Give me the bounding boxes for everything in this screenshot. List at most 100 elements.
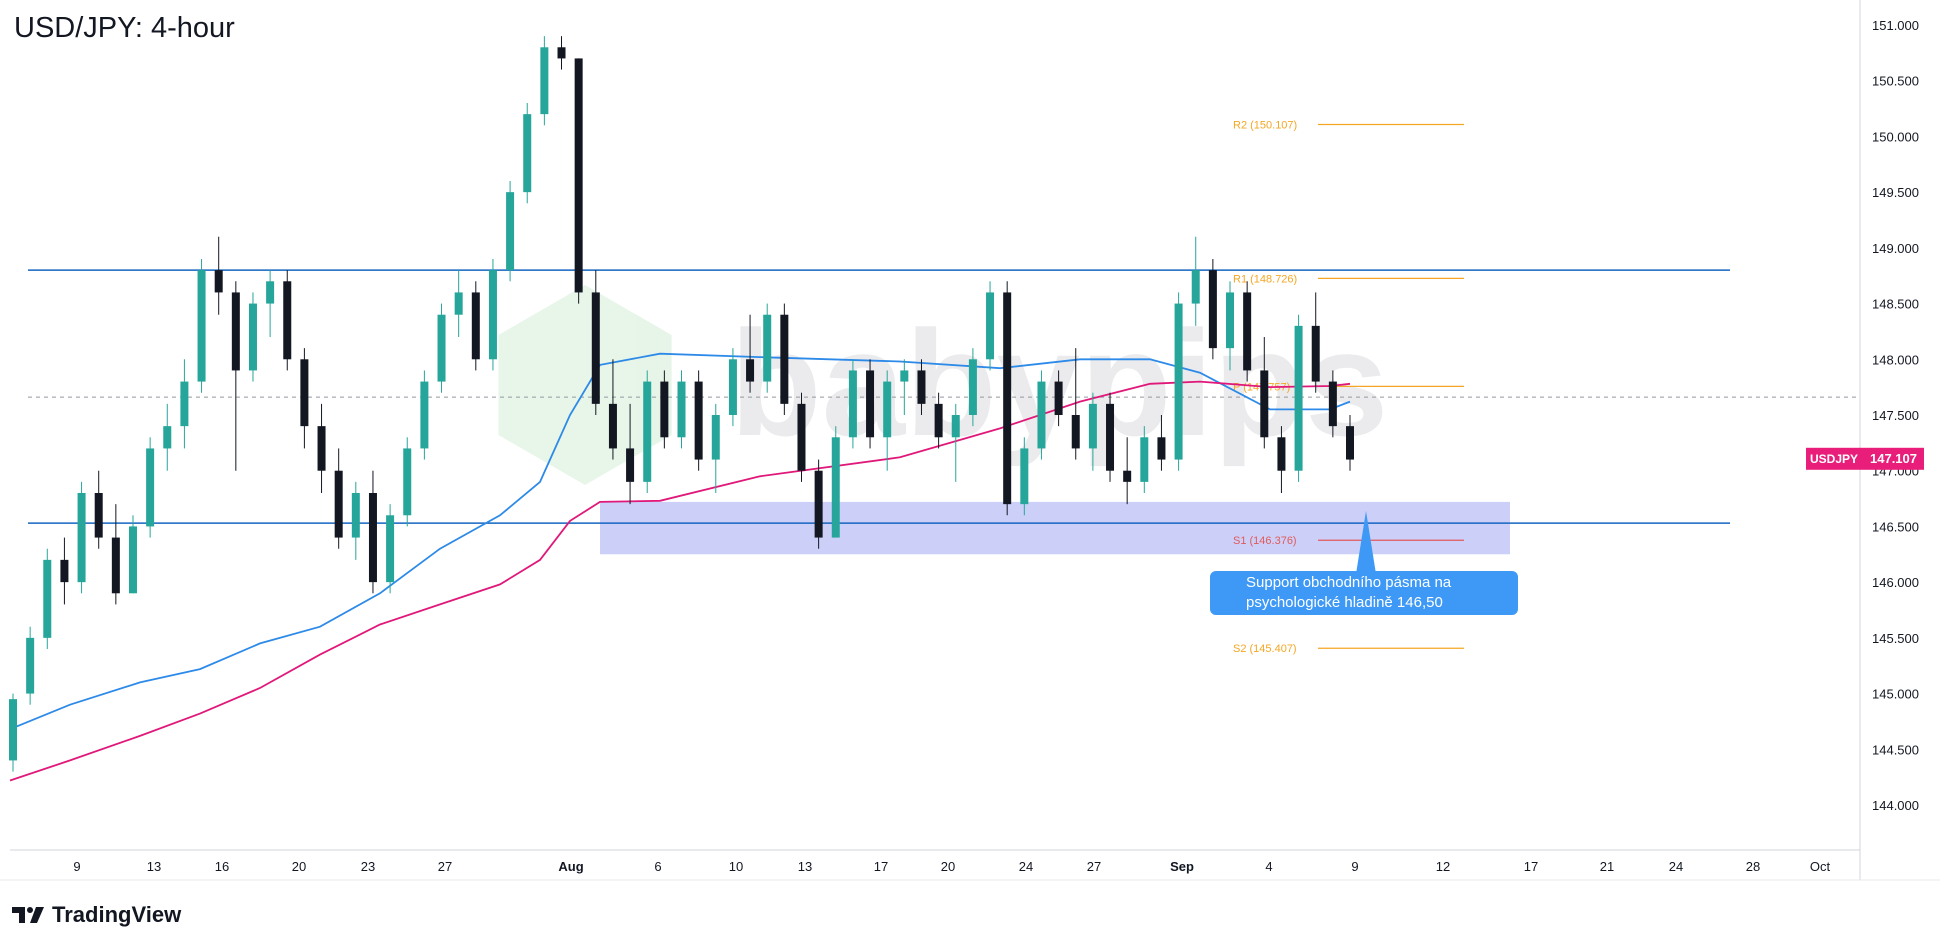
candle-body	[437, 314, 446, 382]
candle-body	[351, 493, 360, 538]
candle-body	[591, 292, 600, 404]
candle-body	[626, 448, 635, 482]
time-tick-label: 12	[1436, 859, 1450, 874]
candle-body	[1106, 403, 1115, 471]
candle-body	[1294, 325, 1303, 471]
candle-body	[1191, 270, 1200, 304]
candles-group	[9, 36, 1354, 772]
price-tick-label: 149.000	[1872, 241, 1919, 256]
price-tick-label: 149.500	[1872, 185, 1919, 200]
candle-body	[231, 292, 240, 371]
candle-body	[814, 470, 823, 538]
candle-body	[1157, 437, 1166, 460]
candle-body	[180, 381, 189, 427]
candle-body	[488, 270, 497, 360]
time-tick-label: 28	[1746, 859, 1760, 874]
time-tick-label: 20	[941, 859, 955, 874]
tradingview-logo-icon	[12, 907, 44, 923]
time-tick-label: 27	[1087, 859, 1101, 874]
symbol-badge	[1806, 447, 1862, 470]
pivot-label-3: S1 (146.376)	[1233, 535, 1297, 547]
price-badge-label: 147.107	[1870, 451, 1917, 466]
time-tick-label: 24	[1019, 859, 1033, 874]
candle-body	[1020, 448, 1029, 505]
candle-body	[728, 359, 737, 415]
candle-body	[1328, 381, 1337, 427]
candle-body	[248, 303, 257, 371]
callout-text: Support obchodního pásma na psychologick…	[1246, 574, 1452, 611]
candle-body	[557, 47, 566, 59]
candle-body	[128, 526, 137, 594]
candle-body	[471, 292, 480, 360]
candle-body	[111, 537, 120, 594]
candle-body	[746, 359, 755, 382]
support-callout: Support obchodního pásma na psychologick…	[1210, 571, 1518, 615]
support-zone	[600, 501, 1510, 555]
watermark-hex-icon	[498, 285, 672, 485]
time-tick-label: 13	[147, 859, 161, 874]
pivot-label-1: R1 (148.726)	[1233, 273, 1297, 285]
candle-body	[797, 403, 806, 471]
price-tick-label: 150.500	[1872, 74, 1919, 89]
candle-body	[1243, 292, 1252, 371]
candle-body	[386, 515, 395, 583]
candle-body	[883, 381, 892, 438]
candle-body	[1311, 325, 1320, 382]
price-tick-label: 151.000	[1872, 18, 1919, 33]
candle-body	[317, 426, 326, 471]
candle-body	[523, 114, 532, 193]
time-tick-label: 4	[1265, 859, 1272, 874]
candle-body	[986, 292, 995, 360]
candle-body	[574, 58, 583, 293]
price-tick-label: 145.000	[1872, 687, 1919, 702]
time-tick-label: 17	[1524, 859, 1538, 874]
candle-body	[643, 381, 652, 482]
time-tick-label: Aug	[558, 859, 583, 874]
time-tick-label: 21	[1600, 859, 1614, 874]
time-tick-label: 17	[874, 859, 888, 874]
candle-body	[214, 270, 223, 293]
candle-body	[917, 370, 926, 404]
tradingview-brand-text: TradingView	[52, 902, 182, 927]
candle-body	[540, 47, 549, 115]
time-tick-label: 16	[215, 859, 229, 874]
candle-body	[934, 403, 943, 438]
price-tick-label: 145.500	[1872, 631, 1919, 646]
chart-title: USD/JPY: 4-hour	[14, 12, 235, 44]
price-tick-label: 148.500	[1872, 297, 1919, 312]
tradingview-logo[interactable]: TradingView	[12, 900, 181, 930]
candle-body	[9, 699, 17, 761]
candle-body	[831, 437, 840, 538]
price-tick-label: 144.500	[1872, 742, 1919, 757]
candle-body	[866, 370, 875, 438]
price-tick-label: 144.000	[1872, 798, 1919, 813]
candle-body	[763, 314, 772, 382]
price-tick-label: 148.000	[1872, 352, 1919, 367]
time-tick-label: 13	[798, 859, 812, 874]
callout-pointer	[1356, 511, 1376, 574]
candle-body	[1346, 426, 1354, 460]
candle-body	[1174, 303, 1183, 460]
price-tick-label: 146.000	[1872, 575, 1919, 590]
candle-body	[43, 559, 52, 638]
candle-body	[60, 559, 69, 583]
candle-body	[608, 403, 617, 449]
time-tick-label: Sep	[1170, 859, 1194, 874]
candle-body	[1260, 370, 1269, 438]
pivot-label-4: S2 (145.407)	[1233, 643, 1297, 655]
candle-body	[694, 381, 703, 460]
pivot-label-0: R2 (150.107)	[1233, 120, 1297, 132]
time-tick-label: 10	[729, 859, 743, 874]
candle-body	[77, 493, 86, 583]
candle-body	[1208, 270, 1217, 349]
time-tick-label: 9	[73, 859, 80, 874]
candle-body	[334, 470, 343, 538]
time-tick-label: 24	[1669, 859, 1683, 874]
time-tick-label: 9	[1351, 859, 1358, 874]
time-tick-label: 6	[654, 859, 661, 874]
candle-body	[951, 415, 960, 438]
candle-body	[1037, 381, 1046, 449]
candle-body	[1088, 403, 1097, 449]
